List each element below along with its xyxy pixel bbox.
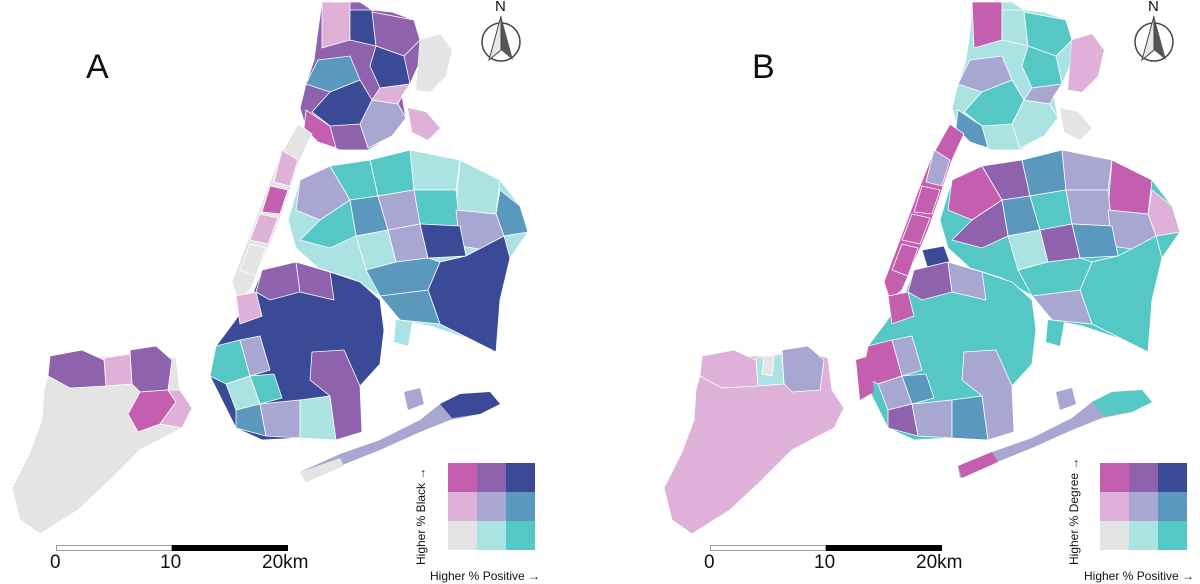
- legend-cell: [1129, 463, 1158, 492]
- nyc-map-b: [663, 1, 1181, 535]
- legend-x-label: Higher % Positive →: [1084, 569, 1195, 583]
- legend-y-label: Higher % Degree →: [1067, 457, 1081, 565]
- jfk-area: [394, 320, 412, 346]
- bivariate-legend: [1100, 463, 1187, 550]
- bronx-region: [299, 1, 421, 151]
- bivariate-legend: [448, 463, 535, 550]
- scale-label-start: 0: [50, 552, 61, 573]
- legend-cell: [506, 521, 535, 550]
- brooklyn-west-edge: [856, 356, 874, 400]
- legend-cell: [448, 521, 477, 550]
- queens-region: [287, 149, 529, 353]
- compass-icon: [1134, 15, 1174, 62]
- jfk-area: [1046, 320, 1064, 346]
- scale-label-start: 0: [704, 552, 715, 573]
- compass-icon: [481, 15, 521, 62]
- nyc-map-a: [11, 1, 529, 535]
- legend-cell: [477, 463, 506, 492]
- legend-cell: [506, 492, 535, 521]
- scale-bar-white: [56, 545, 172, 551]
- rockaway-region: [958, 388, 1152, 478]
- bronx-east-region: [1068, 34, 1104, 92]
- north-label: N: [1148, 0, 1159, 15]
- city-island: [408, 108, 440, 140]
- queens-region: [921, 149, 1181, 353]
- legend-cell: [1158, 463, 1187, 492]
- legend-cell: [506, 463, 535, 492]
- legend-cell: [1100, 492, 1129, 521]
- staten-island-region: [663, 345, 845, 535]
- scale-bar-black: [172, 545, 288, 551]
- legend-cell: [1100, 463, 1129, 492]
- map-panel-a: A N Higher % Positive → Higher % Black →…: [11, 0, 541, 583]
- panel-letter: A: [86, 48, 109, 86]
- manhattan-region: [231, 123, 313, 301]
- scale-bar-white: [710, 545, 826, 551]
- city-island: [1060, 108, 1092, 140]
- panel-letter: B: [752, 48, 775, 86]
- scale-label-end: 20km: [916, 552, 963, 573]
- north-arrow: N: [473, 0, 533, 70]
- map-panel-b: B N Higher % Positive → Higher % Degree …: [600, 0, 1200, 584]
- legend-cell: [1129, 521, 1158, 550]
- legend-cell: [1100, 521, 1129, 550]
- rockaway-region: [300, 388, 500, 482]
- legend-cell: [1158, 521, 1187, 550]
- legend-cell: [1158, 492, 1187, 521]
- legend-cell: [477, 492, 506, 521]
- scale-label-mid: 10: [814, 552, 836, 573]
- scale-label-mid: 10: [160, 552, 182, 573]
- north-arrow: N: [1126, 0, 1186, 70]
- north-label: N: [495, 0, 506, 15]
- scale-label-end: 20km: [262, 552, 309, 573]
- brooklyn-region: [209, 261, 385, 441]
- manhattan-region: [883, 123, 965, 301]
- staten-island-region: [11, 345, 193, 535]
- legend-cell: [477, 521, 506, 550]
- bronx-region: [951, 1, 1073, 151]
- legend-x-label: Higher % Positive →: [430, 569, 541, 583]
- brooklyn-region: [861, 261, 1037, 441]
- bronx-east-region: [416, 34, 452, 92]
- scale-bar-black: [826, 545, 942, 551]
- legend-cell: [448, 463, 477, 492]
- legend-cell: [448, 492, 477, 521]
- legend-cell: [1129, 492, 1158, 521]
- legend-y-label: Higher % Black →: [414, 467, 428, 565]
